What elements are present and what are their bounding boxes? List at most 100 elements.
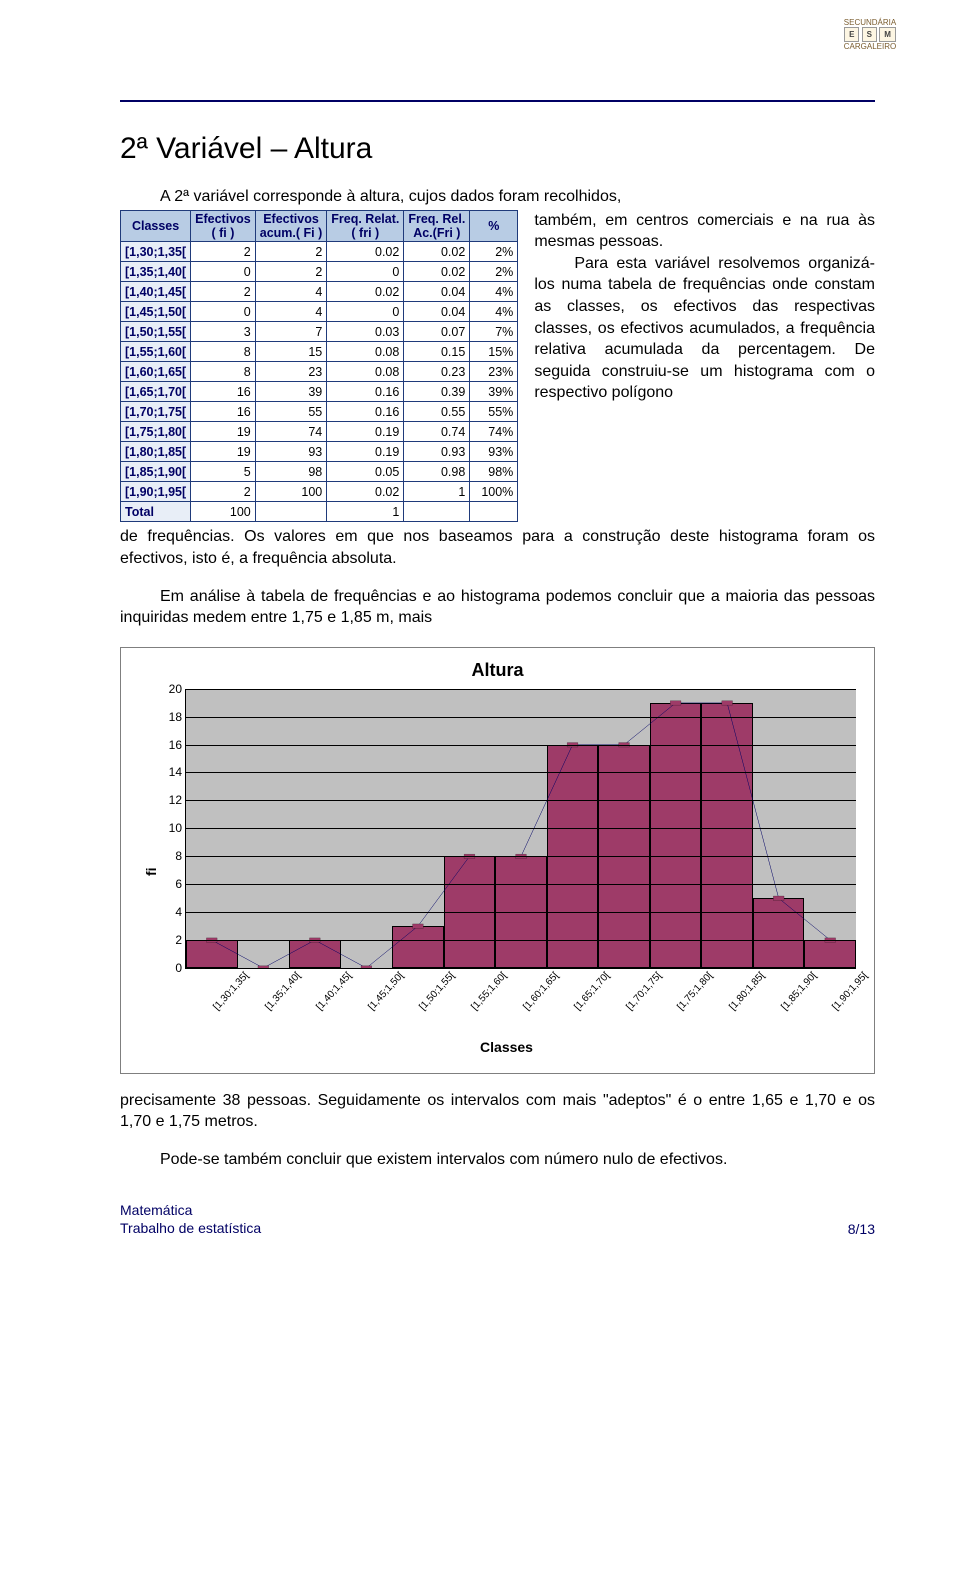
data-cell: 74% (470, 422, 518, 442)
data-cell: 100% (470, 482, 518, 502)
data-cell: 0 (327, 262, 404, 282)
chart-gridline (186, 828, 856, 829)
frequency-table: ClassesEfectivos( fi )Efectivosacum.( Fi… (120, 210, 518, 523)
bottom-paragraph-2: Pode-se também concluir que existem inte… (120, 1149, 875, 1171)
logo-badge-s: S (862, 27, 877, 42)
logo-line1: SECUNDÁRIA (830, 18, 910, 27)
class-cell: [1,80;1,85[ (121, 442, 191, 462)
data-cell: 93% (470, 442, 518, 462)
logo-badge-e: E (844, 27, 859, 42)
table-header-cell: % (470, 210, 518, 242)
data-cell: 4% (470, 302, 518, 322)
class-cell: [1,60;1,65[ (121, 362, 191, 382)
data-cell: 5 (191, 462, 256, 482)
class-cell: [1,50;1,55[ (121, 322, 191, 342)
total-cell: 100 (191, 502, 256, 522)
total-cell (470, 502, 518, 522)
data-cell: 0.16 (327, 402, 404, 422)
data-cell: 16 (191, 402, 256, 422)
total-cell: 1 (327, 502, 404, 522)
table-head: ClassesEfectivos( fi )Efectivosacum.( Fi… (121, 210, 518, 242)
table-row: [1,75;1,80[19740.190.7474% (121, 422, 518, 442)
data-cell: 4 (255, 302, 327, 322)
data-cell: 2 (191, 482, 256, 502)
chart-gridline (186, 940, 856, 941)
class-cell: [1,75;1,80[ (121, 422, 191, 442)
bottom-paragraph-1: precisamente 38 pessoas. Seguidamente os… (120, 1090, 875, 1133)
data-cell: 55 (255, 402, 327, 422)
data-cell: 15% (470, 342, 518, 362)
class-cell: [1,55;1,60[ (121, 342, 191, 362)
table-row: [1,40;1,45[240.020.044% (121, 282, 518, 302)
side-paragraph-line: também, em centros comerciais e na rua à… (534, 210, 875, 253)
data-cell: 0.08 (327, 362, 404, 382)
chart-ytick: 16 (158, 738, 182, 752)
class-cell: [1,40;1,45[ (121, 282, 191, 302)
data-cell: 8 (191, 342, 256, 362)
class-cell: [1,85;1,90[ (121, 462, 191, 482)
data-cell: 8 (191, 362, 256, 382)
total-cell: Total (121, 502, 191, 522)
data-cell: 2 (255, 262, 327, 282)
chart-xticks: [1,30;1,35[[1,35;1,40[[1,40;1,45[[1,45;1… (185, 973, 856, 1033)
data-cell: 7% (470, 322, 518, 342)
page-footer: Matemática Trabalho de estatística 8/13 (120, 1201, 875, 1237)
table-row: [1,55;1,60[8150.080.1515% (121, 342, 518, 362)
data-cell: 93 (255, 442, 327, 462)
footer-work: Trabalho de estatística (120, 1219, 261, 1237)
class-cell: [1,70;1,75[ (121, 402, 191, 422)
data-cell: 0.98 (404, 462, 470, 482)
data-cell: 0.02 (404, 242, 470, 262)
school-logo: SECUNDÁRIA E S M CARGALEIRO (830, 18, 910, 78)
data-cell: 0.04 (404, 282, 470, 302)
data-cell: 19 (191, 442, 256, 462)
chart-gridline (186, 884, 856, 885)
data-cell: 0.15 (404, 342, 470, 362)
side-paragraph: também, em centros comerciais e na rua à… (534, 210, 875, 404)
table-row: [1,80;1,85[19930.190.9393% (121, 442, 518, 462)
data-cell: 0 (191, 262, 256, 282)
data-cell: 0.23 (404, 362, 470, 382)
side-paragraph-line: Para esta variável resolvemos organizá-l… (534, 253, 875, 404)
data-cell: 2% (470, 262, 518, 282)
data-cell: 0.05 (327, 462, 404, 482)
class-cell: [1,35;1,40[ (121, 262, 191, 282)
data-cell: 4% (470, 282, 518, 302)
data-cell: 55% (470, 402, 518, 422)
chart-ytick: 12 (158, 793, 182, 807)
after-paragraph-2: Em análise à tabela de frequências e ao … (120, 586, 875, 629)
chart-gridline (186, 717, 856, 718)
chart-ytick: 20 (158, 682, 182, 696)
total-cell (255, 502, 327, 522)
data-cell: 0.04 (404, 302, 470, 322)
chart-ytick: 8 (158, 849, 182, 863)
table-row: [1,65;1,70[16390.160.3939% (121, 382, 518, 402)
chart-ytick: 2 (158, 933, 182, 947)
table-header-cell: Freq. Rel.Ac.(Fri ) (404, 210, 470, 242)
data-cell: 39% (470, 382, 518, 402)
table-row: [1,30;1,35[220.020.022% (121, 242, 518, 262)
data-cell: 39 (255, 382, 327, 402)
data-cell: 100 (255, 482, 327, 502)
data-cell: 0.74 (404, 422, 470, 442)
chart-ytick: 0 (158, 961, 182, 975)
data-cell: 16 (191, 382, 256, 402)
data-cell: 0.07 (404, 322, 470, 342)
class-cell: [1,30;1,35[ (121, 242, 191, 262)
data-cell: 1 (404, 482, 470, 502)
chart-ytick: 10 (158, 821, 182, 835)
logo-line2: CARGALEIRO (830, 42, 910, 51)
data-cell: 0.03 (327, 322, 404, 342)
chart-plot-area: 02468101214161820 (185, 689, 856, 969)
logo-badge-m: M (879, 27, 896, 42)
chart-bar (650, 703, 702, 968)
data-cell: 0.16 (327, 382, 404, 402)
intro-line: A 2ª variável corresponde à altura, cujo… (120, 186, 875, 208)
chart-gridline (186, 745, 856, 746)
data-cell: 2 (255, 242, 327, 262)
data-cell: 3 (191, 322, 256, 342)
table-row: [1,60;1,65[8230.080.2323% (121, 362, 518, 382)
data-cell: 0.02 (404, 262, 470, 282)
table-header-cell: Efectivosacum.( Fi ) (255, 210, 327, 242)
chart-bar (701, 703, 753, 968)
